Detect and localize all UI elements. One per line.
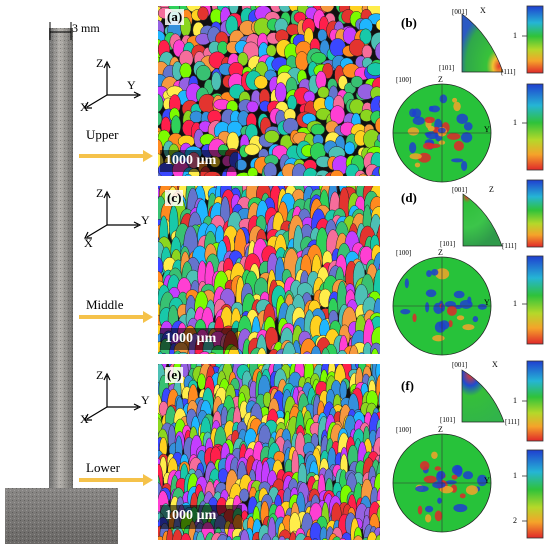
arrow-lower (79, 478, 145, 482)
axis-z-label: Z (96, 56, 104, 70)
panel-label-e: (e) (165, 367, 184, 383)
colorbar-tick-1: 1 (513, 31, 517, 40)
axis-x-label: X (80, 412, 89, 426)
colorbar-pf-upper (526, 83, 544, 171)
ipf-triangle-upper (461, 13, 504, 73)
panel-label-d: (d) (401, 190, 417, 205)
dimension-label: 3 mm (72, 21, 100, 35)
panel-label-b: (b) (401, 15, 417, 30)
pole-figure-upper (392, 83, 492, 183)
axis-y-label: Y (141, 213, 150, 227)
ipf-label-001: [001] (452, 361, 468, 369)
ipf-label-101: [101] (440, 416, 456, 424)
scale-box-a (160, 150, 238, 172)
scale-bar-c: 1000 µm (165, 331, 217, 346)
ipf-direction-label: X (480, 6, 486, 15)
colorbar-ipf-middle (526, 179, 544, 248)
colorbar-pf-middle (526, 255, 544, 345)
axis-y-label: Y (127, 78, 136, 92)
arrow-upper (79, 154, 145, 158)
colorbar-pf-lower (526, 449, 544, 539)
ipf-label-111: [111] (502, 242, 517, 250)
scale-box-e (160, 505, 242, 529)
pf-label-y: Y (484, 125, 490, 134)
ipf-label-001: [001] (452, 186, 468, 194)
ipf-label-111: [111] (501, 68, 516, 76)
axis-y-label: Y (141, 393, 150, 407)
panel-label-a: (a) (165, 9, 185, 25)
colorbar-tick-1: 1 (513, 118, 517, 127)
panel-label-c: (c) (165, 190, 184, 206)
panel-label-f: (f) (401, 378, 414, 393)
colorbar-tick-1: 1 (513, 396, 517, 405)
pf-label-100: [100] (396, 426, 412, 434)
axis-x-label: X (84, 236, 93, 250)
colorbar-tick-1: 1 (513, 299, 517, 308)
region-label-lower: Lower (86, 460, 120, 475)
region-label-upper: Upper (86, 127, 119, 142)
pf-label-y: Y (484, 476, 490, 485)
ipf-label-111: [111] (505, 418, 520, 426)
ipf-direction-label: X (492, 360, 498, 369)
pole-figure-middle (392, 256, 492, 356)
scale-box-c (160, 328, 238, 350)
pf-label-z: Z (438, 248, 443, 257)
colorbar-tick-1: 1 (513, 471, 517, 480)
axis-x-label: X (80, 100, 89, 114)
pf-label-100: [100] (396, 249, 412, 257)
pole-figure-lower (392, 433, 492, 533)
axis-z-label: Z (96, 368, 104, 382)
colorbar-ipf-lower (526, 360, 544, 442)
arrow-middle (79, 315, 145, 319)
ipf-direction-label: Z (489, 185, 494, 194)
ipf-label-101: [101] (440, 240, 456, 248)
axis-z-label: Z (96, 186, 104, 200)
pf-label-z: Z (438, 75, 443, 84)
ipf-label-101: [101] (439, 64, 455, 72)
colorbar-ipf-upper (526, 5, 544, 74)
region-label-middle: Middle (86, 297, 124, 312)
ipf-label-001: [001] (452, 8, 468, 16)
pf-label-z: Z (438, 425, 443, 434)
ebsd-map-upper (158, 6, 380, 176)
pf-label-y: Y (484, 298, 490, 307)
scale-bar-e: 1000 µm (165, 508, 217, 523)
colorbar-tick-2: 2 (513, 516, 517, 525)
ipf-triangle-middle (462, 193, 503, 247)
pf-label-100: [100] (396, 76, 412, 84)
ipf-triangle-lower (461, 369, 505, 423)
ebsd-map-middle (158, 186, 380, 354)
scale-bar-a: 1000 µm (165, 153, 217, 168)
